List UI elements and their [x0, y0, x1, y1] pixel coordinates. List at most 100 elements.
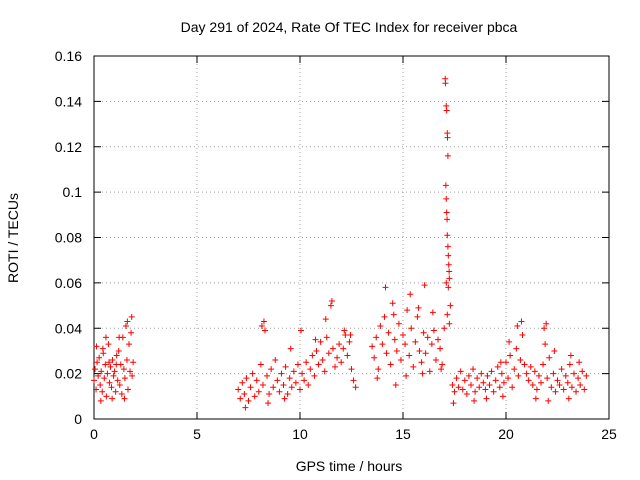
data-point	[550, 370, 557, 377]
data-point	[535, 372, 542, 379]
data-point	[467, 381, 474, 388]
y-axis-label: ROTI / TECUs	[5, 193, 21, 283]
data-point	[116, 381, 123, 388]
data-point	[418, 359, 425, 366]
data-point	[113, 361, 120, 368]
data-point	[445, 261, 452, 268]
data-point	[389, 300, 396, 307]
data-point	[105, 341, 112, 348]
data-point	[99, 388, 106, 395]
data-point	[321, 368, 328, 375]
data-point	[446, 275, 453, 282]
data-point	[258, 322, 265, 329]
data-point	[484, 372, 491, 379]
data-point	[507, 352, 514, 359]
data-point	[255, 388, 262, 395]
data-point	[121, 375, 128, 382]
data-point	[106, 359, 113, 366]
y-tick-label: 0.02	[55, 366, 82, 382]
data-point	[120, 366, 127, 373]
data-point	[336, 341, 343, 348]
data-point	[573, 388, 580, 395]
data-point	[118, 391, 125, 398]
data-point	[545, 397, 552, 404]
plot-frame	[93, 55, 610, 420]
data-point	[99, 345, 106, 352]
data-point	[416, 347, 423, 354]
data-point	[461, 377, 468, 384]
x-tick-label: 5	[193, 426, 201, 442]
data-point	[438, 366, 445, 373]
data-point	[91, 377, 97, 384]
data-point	[122, 322, 129, 329]
data-point	[554, 377, 561, 384]
data-point	[455, 384, 462, 391]
data-point	[519, 332, 526, 339]
data-point	[424, 334, 431, 341]
data-point	[429, 309, 436, 316]
data-point	[107, 363, 114, 370]
data-point	[276, 388, 283, 395]
data-point	[415, 304, 422, 311]
data-point	[568, 384, 575, 391]
data-point	[340, 345, 347, 352]
data-point	[315, 361, 322, 368]
data-point	[377, 322, 384, 329]
data-point	[243, 375, 250, 382]
y-tick-label: 0.12	[55, 139, 82, 155]
data-point	[101, 375, 108, 382]
data-point	[450, 400, 457, 407]
data-point	[311, 372, 318, 379]
y-tick-label: 0.1	[63, 184, 83, 200]
data-point	[543, 320, 550, 327]
data-point	[544, 375, 551, 382]
data-point	[325, 350, 332, 357]
data-point	[430, 327, 437, 334]
data-point	[347, 332, 354, 339]
data-point	[292, 379, 299, 386]
data-point	[280, 381, 287, 388]
data-point	[579, 368, 586, 375]
data-point	[97, 381, 104, 388]
data-point	[570, 370, 577, 377]
data-point	[445, 252, 452, 259]
data-point	[444, 311, 451, 318]
data-point	[327, 302, 334, 309]
data-point	[342, 332, 349, 339]
data-point	[102, 334, 109, 341]
data-point	[564, 379, 571, 386]
data-point	[109, 357, 116, 364]
data-point	[446, 320, 453, 327]
data-point	[548, 384, 555, 391]
data-point	[472, 388, 479, 395]
data-point	[274, 377, 281, 384]
y-tick-label: 0.04	[55, 320, 82, 336]
data-point	[371, 354, 378, 361]
data-point	[441, 325, 448, 332]
data-point	[500, 379, 507, 386]
data-point	[253, 377, 260, 384]
data-point	[412, 338, 419, 345]
data-point	[542, 341, 549, 348]
data-point	[317, 338, 324, 345]
data-point	[385, 329, 392, 336]
data-point	[538, 379, 545, 386]
data-point	[397, 357, 404, 364]
data-point	[322, 316, 329, 323]
data-point	[242, 404, 249, 411]
data-point	[126, 341, 133, 348]
data-point	[521, 361, 528, 368]
data-point	[299, 370, 306, 377]
data-point	[497, 359, 504, 366]
data-point	[235, 386, 242, 393]
data-point	[103, 393, 110, 400]
data-point	[97, 397, 104, 404]
data-point	[387, 361, 394, 368]
data-point	[453, 375, 460, 382]
data-point	[443, 107, 450, 114]
data-point	[96, 354, 103, 361]
data-point	[348, 366, 355, 373]
data-point	[488, 368, 495, 375]
y-tick-label: 0.16	[55, 48, 82, 64]
